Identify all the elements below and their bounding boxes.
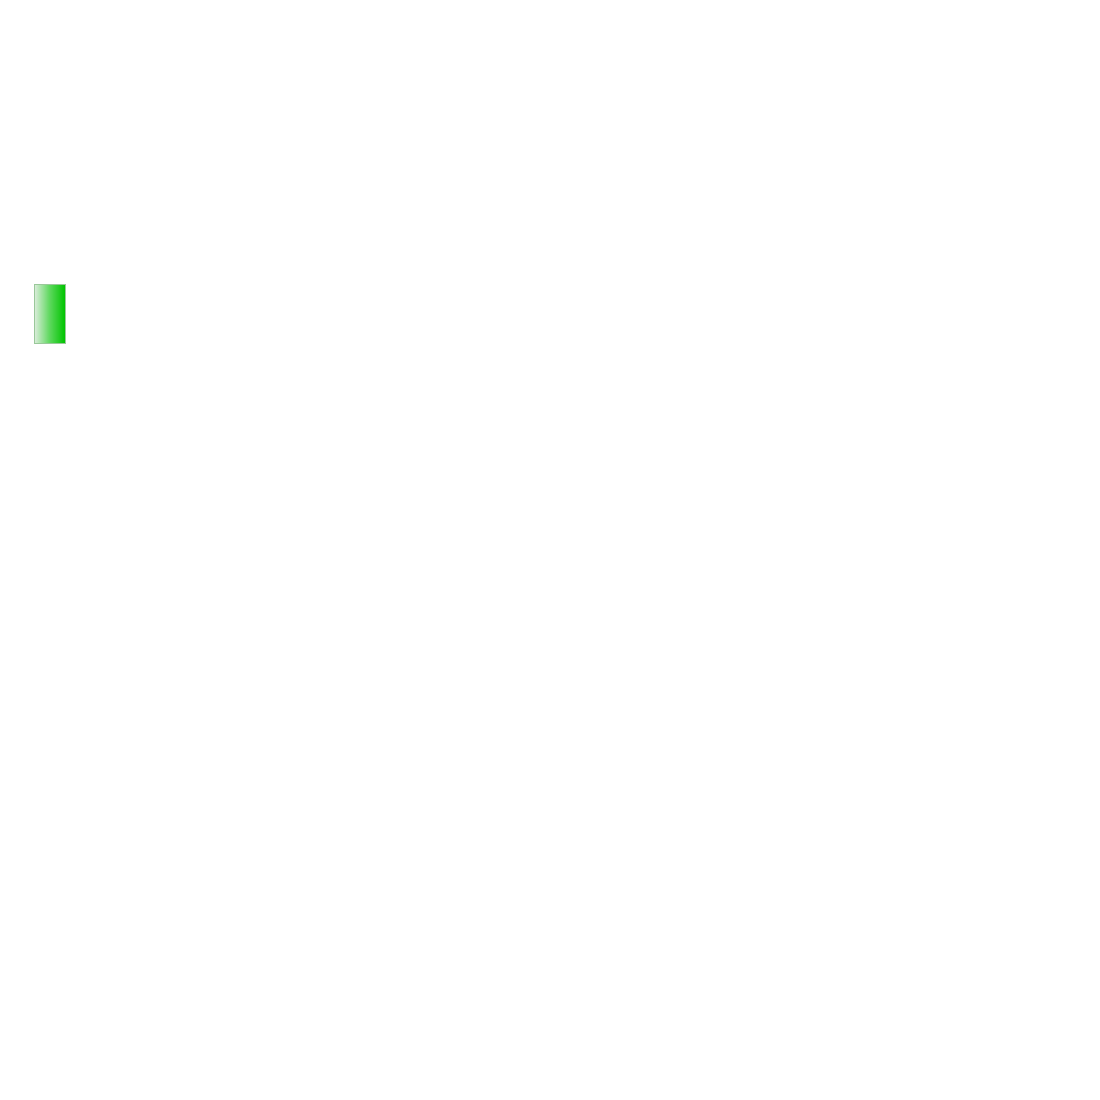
gfs-meteogram-page bbox=[0, 0, 1100, 1100]
meteogram-plot bbox=[0, 0, 1100, 1100]
